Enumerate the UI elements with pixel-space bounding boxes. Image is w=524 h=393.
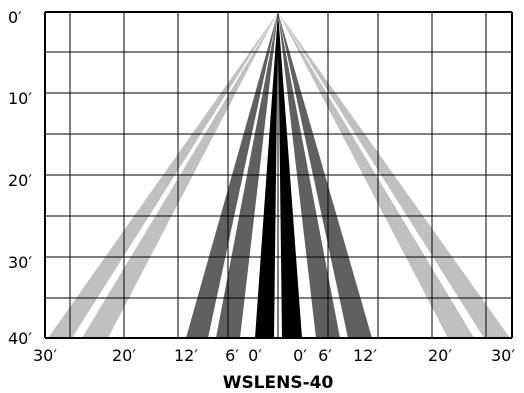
- x-axis-label: 12′: [174, 346, 198, 365]
- x-axis-label: 20′: [428, 346, 452, 365]
- y-axis-label: 0′: [8, 8, 22, 27]
- x-axis-label: 0′: [293, 346, 307, 365]
- axis-labels: 0′10′20′30′40′30′ 20′ 12′ 6′ 0′ 0′ 6′ 12′ 20′ 30′: [8, 8, 515, 365]
- y-axis-label: 30′: [8, 253, 32, 272]
- x-axis-label: 20′: [112, 346, 136, 365]
- diagram-title: WSLENS-40: [223, 373, 334, 393]
- y-axis-label: 40′: [8, 329, 32, 348]
- y-axis-label: 10′: [8, 89, 32, 108]
- x-axis-label: 30′: [491, 346, 515, 365]
- y-axis-label: 20′: [8, 171, 32, 190]
- grid: [44, 11, 513, 339]
- x-axis-label: 12′: [353, 346, 377, 365]
- x-axis-label: 30′: [33, 346, 57, 365]
- x-axis-label: 6′: [318, 346, 332, 365]
- x-axis-label: 0′: [248, 346, 262, 365]
- x-axis-label: 6′: [225, 346, 239, 365]
